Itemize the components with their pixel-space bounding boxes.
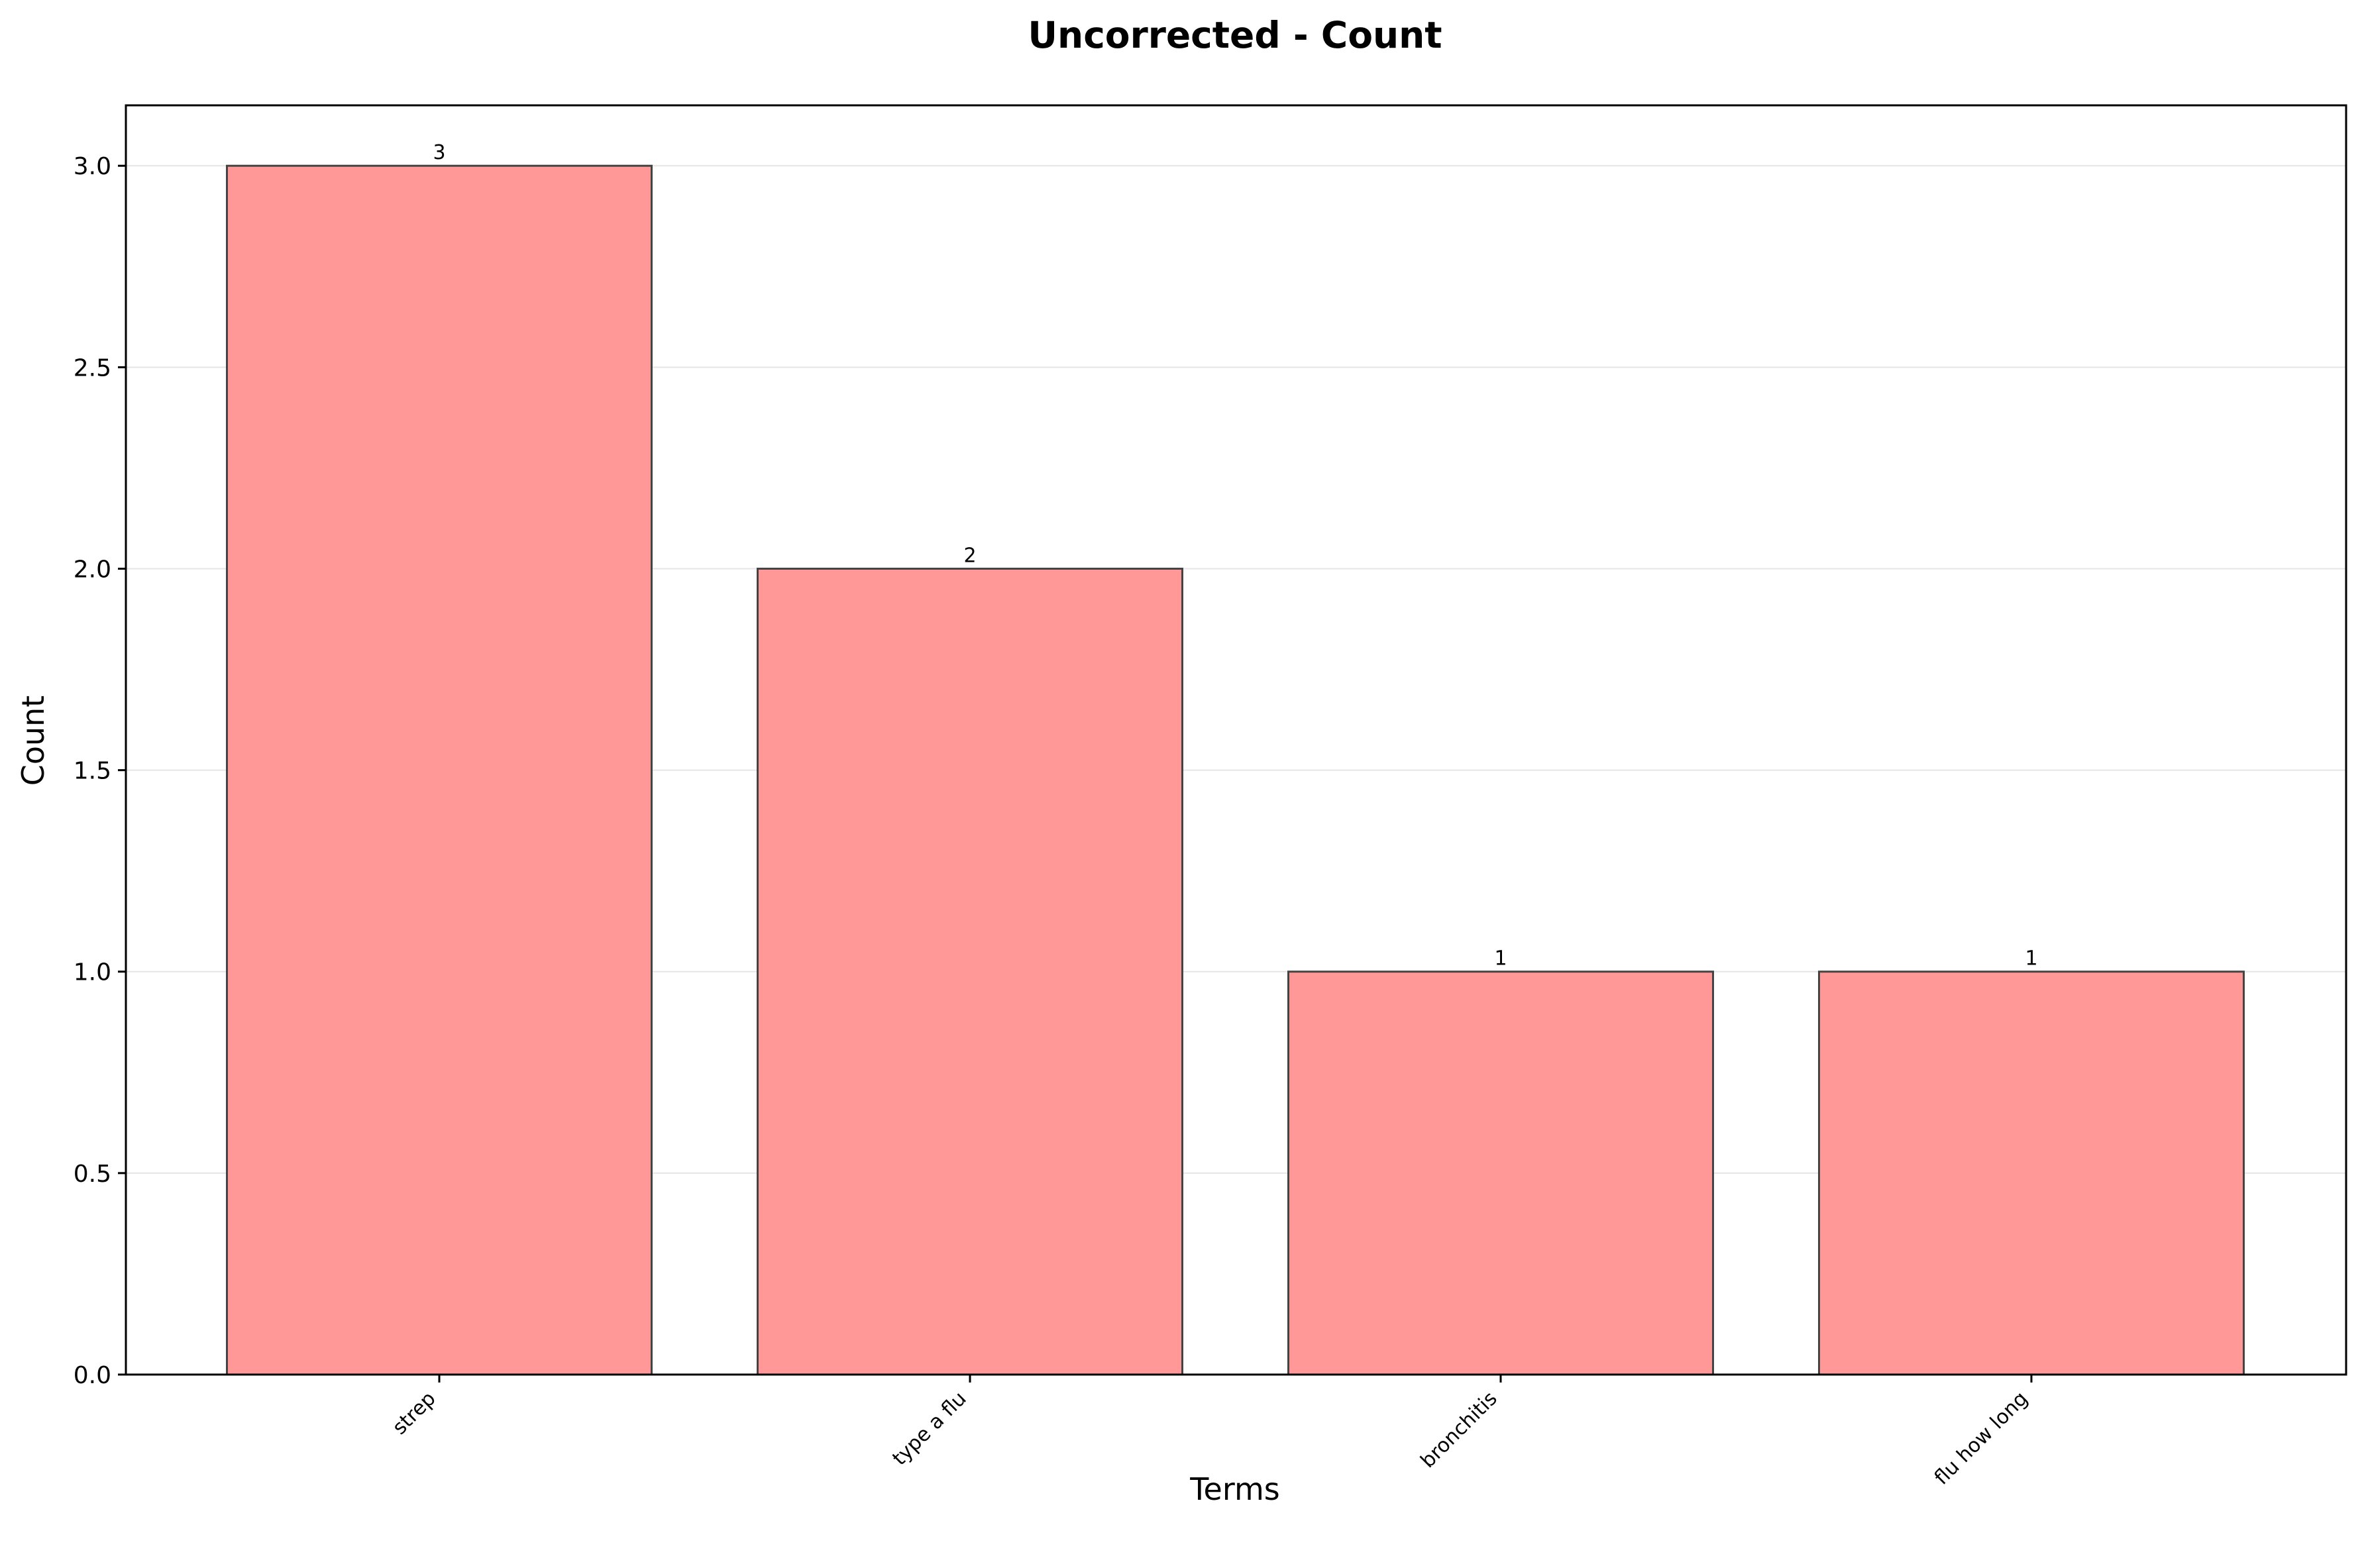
y-tick-label: 1.5 [74,758,111,785]
y-tick-label: 2.0 [74,556,111,583]
bar-value-label: 1 [2025,947,2037,970]
y-tick-label: 2.5 [74,354,111,382]
bar-strep [226,164,653,1376]
y-axis: 0.0 0.5 1.0 1.5 2.0 2.5 3.0 [74,153,126,1389]
y-axis-label: Count [15,696,51,786]
plot-frame [125,104,2347,1376]
chart-title: Uncorrected - Count [1028,14,1442,56]
y-tick-label: 3.0 [74,153,111,180]
bar-bronchitis [1287,970,1714,1376]
y-tick-label: 0.0 [74,1362,111,1389]
y-tick-label: 1.0 [74,959,111,986]
y-tick-label: 0.5 [74,1161,111,1188]
bar-flu-how-long [1818,970,2245,1376]
value-labels: 3 2 1 1 [433,141,2037,970]
bar-value-label: 1 [1494,947,1507,970]
x-axis-label: Terms [1189,1471,1279,1507]
bar-value-label: 3 [433,141,445,164]
bars [226,164,2245,1376]
bar-type-a-flu [757,567,1183,1376]
bar-value-label: 2 [963,544,976,567]
